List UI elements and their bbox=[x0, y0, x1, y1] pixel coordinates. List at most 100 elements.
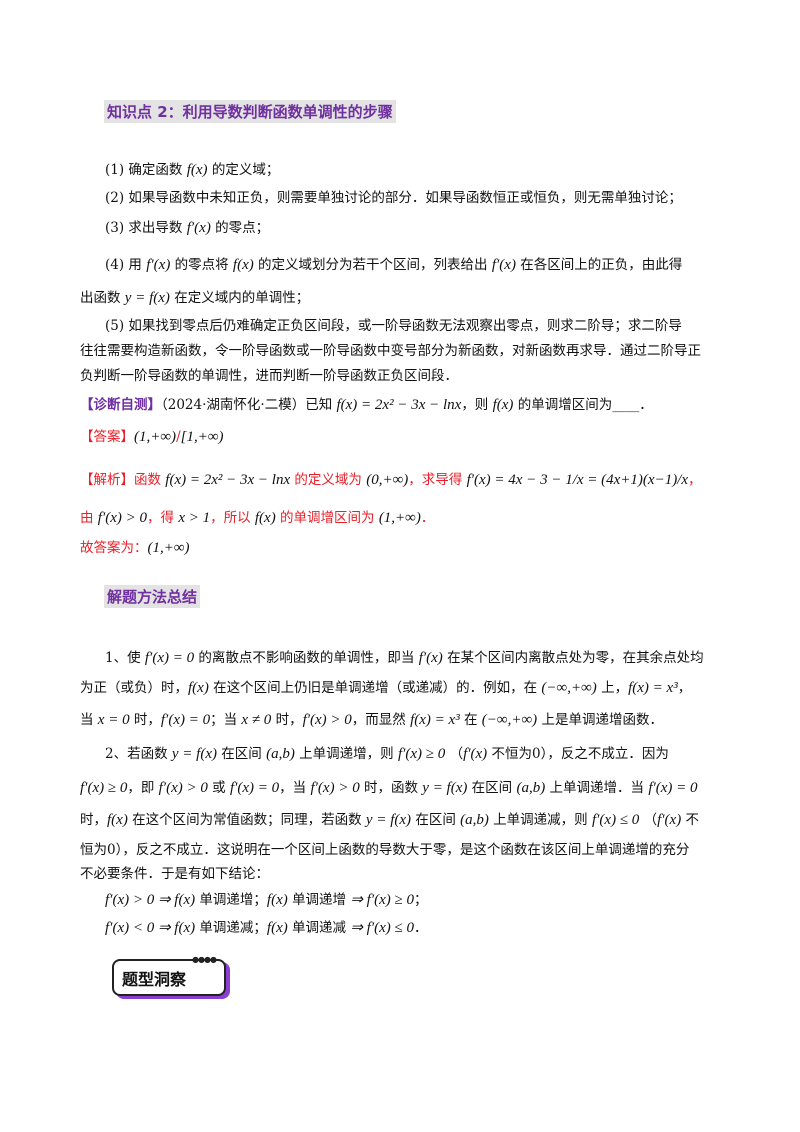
math-expression: ⇒ f′(x) ≥ 0 bbox=[350, 892, 414, 908]
text-segment: 不必要条件．于是有如下结论： bbox=[80, 866, 269, 882]
text-segment: 上单调递增，则 bbox=[294, 746, 398, 762]
text-line: 【答案】(1,+∞)/[1,+∞) bbox=[80, 427, 224, 447]
math-expression: (1,+∞) bbox=[378, 510, 421, 526]
text-line: 故答案为：(1,+∞) bbox=[80, 538, 190, 558]
math-expression: f(x) bbox=[266, 920, 288, 936]
text-segment: 的单调增区间为 bbox=[275, 510, 379, 526]
text-segment: 单调递减； bbox=[195, 920, 267, 936]
text-line: (1) 确定函数 f(x) 的定义域； bbox=[105, 160, 279, 180]
text-segment: ；当 bbox=[210, 712, 242, 728]
text-line: (4) 用 f′(x) 的零点将 f(x) 的定义域划分为若干个区间，列表给出 … bbox=[105, 255, 682, 275]
math-expression: f′(x) bbox=[491, 257, 516, 273]
math-expression: f(x) = x³ bbox=[628, 680, 678, 696]
text-segment: ，而显然 bbox=[351, 712, 411, 728]
math-expression: f′(x) > 0 ⇒ f(x) bbox=[105, 892, 196, 908]
text-segment: ，求导得 bbox=[408, 472, 467, 488]
text-segment: 时， bbox=[129, 712, 161, 728]
text-line: 【解析】函数 f(x) = 2x² − 3x − lnx 的定义域为 (0,+∞… bbox=[80, 470, 702, 490]
text-line: 当 x = 0 时，f′(x) = 0；当 x ≠ 0 时，f′(x) > 0，… bbox=[80, 710, 663, 730]
math-expression: f′(x) > 0 bbox=[97, 510, 148, 526]
text-segment: 时， bbox=[271, 712, 303, 728]
text-line: f′(x) > 0 ⇒ f(x) 单调递增；f(x) 单调递增 ⇒ f′(x) … bbox=[105, 890, 427, 910]
text-line: 不必要条件．于是有如下结论： bbox=[80, 864, 269, 884]
text-segment: 在 bbox=[459, 712, 482, 728]
text-segment: 在各区间上的正负，由此得 bbox=[515, 257, 683, 273]
binder-rings-icon: ●●●● bbox=[192, 955, 217, 964]
math-expression: f′(x) ≤ 0 bbox=[591, 812, 640, 828]
math-expression: (a,b) bbox=[460, 812, 489, 828]
text-segment: 的定义域为 bbox=[290, 472, 367, 488]
math-expression: f′(x) ≥ 0 bbox=[80, 780, 128, 796]
question-type-badge: ●●●● 题型洞察 bbox=[112, 955, 227, 996]
text-segment: ． bbox=[413, 920, 428, 936]
text-line: 1、使 f′(x) = 0 的离散点不影响函数的单调性，即当 f′(x) 在某个… bbox=[105, 648, 704, 668]
math-expression: f′(x) bbox=[418, 650, 443, 666]
text-line: 由 f′(x) > 0，得 x > 1，所以 f(x) 的单调增区间为 (1,+… bbox=[80, 508, 434, 528]
text-segment: ，则 bbox=[461, 397, 493, 413]
text-segment: 的零点； bbox=[210, 220, 270, 236]
math-expression: f′(x) > 0 bbox=[302, 712, 352, 728]
math-expression: f′(x) = 0 bbox=[229, 780, 280, 796]
math-expression: f′(x) ≥ 0 bbox=[397, 746, 446, 762]
math-expression: x = 0 bbox=[97, 712, 130, 728]
text-segment: 单调递减 bbox=[287, 920, 351, 936]
math-expression: y = f(x) bbox=[171, 746, 217, 762]
math-expression: f(x) = 2x² − 3x − lnx bbox=[336, 397, 462, 413]
text-segment: 2、若函数 bbox=[105, 746, 172, 762]
text-segment: 上单调递减，则 bbox=[488, 812, 592, 828]
math-expression: f′(x) = 4x − 3 − 1/x = (4x+1)(x−1)/x bbox=[466, 472, 689, 488]
section-heading-knowledge-point: 知识点 2：利用导数判断函数单调性的步骤 bbox=[104, 100, 396, 123]
text-segment: 在这个区间为常值函数；同理，若函数 bbox=[127, 812, 366, 828]
text-line: 为正（或负）时，f(x) 在这个区间上仍旧是单调递增（或递减）的．例如，在 (−… bbox=[80, 678, 691, 698]
text-segment: 故答案为： bbox=[80, 540, 148, 556]
text-segment: 在区间 bbox=[411, 812, 461, 828]
math-expression: f′(x) = 0 bbox=[648, 780, 698, 796]
math-expression: f′(x) bbox=[186, 220, 211, 236]
text-segment: 上， bbox=[596, 680, 629, 696]
text-segment: （ bbox=[639, 812, 658, 828]
text-segment: 在这个区间上仍旧是单调递增（或递减）的．例如，在 bbox=[208, 680, 542, 696]
text-segment: 负判断一阶导函数的单调性，进而判断一阶导函数正负区间段． bbox=[80, 368, 458, 384]
math-expression: f′(x) bbox=[146, 257, 171, 273]
text-segment: 在区间 bbox=[217, 746, 267, 762]
math-expression: (a,b) bbox=[266, 746, 295, 762]
text-segment: 时，函数 bbox=[359, 780, 423, 796]
text-segment: 时， bbox=[80, 812, 107, 828]
text-segment: 或 bbox=[207, 780, 230, 796]
section-heading-method-summary: 解题方法总结 bbox=[104, 585, 201, 608]
text-segment: 单调递增 bbox=[287, 892, 351, 908]
text-line: 2、若函数 y = f(x) 在区间 (a,b) 上单调递增，则 f′(x) ≥… bbox=[105, 744, 669, 764]
text-segment: (4) 用 bbox=[105, 257, 147, 273]
math-expression: (a,b) bbox=[516, 780, 546, 796]
text-line: f′(x) ≥ 0，即 f′(x) > 0 或 f′(x) = 0，当 f′(x… bbox=[80, 778, 698, 798]
text-segment: (5) 如果找到零点后仍难确定正负区间段，或一阶导函数无法观察出零点，则求二阶导… bbox=[105, 318, 682, 334]
math-expression: f′(x) = 0 bbox=[160, 712, 211, 728]
math-expression: (1,+∞) bbox=[147, 540, 190, 556]
text-line: 往往需要构造新函数，令一阶导函数或一阶导函数中变号部分为新函数，对新函数再求导．… bbox=[80, 341, 701, 361]
text-segment: 在定义域内的单调性； bbox=[169, 290, 310, 306]
math-expression: x > 1 bbox=[178, 510, 211, 526]
math-expression: f′(x) bbox=[463, 746, 488, 762]
text-segment: 不恒为0），反之不成立．因为 bbox=[487, 746, 669, 762]
math-expression: f(x) = 2x² − 3x − lnx bbox=[165, 472, 291, 488]
text-segment: 【解析】函数 bbox=[80, 472, 166, 488]
text-segment: 往往需要构造新函数，令一阶导函数或一阶导函数中变号部分为新函数，对新函数再求导．… bbox=[80, 343, 701, 359]
text-segment: (2) 如果导函数中未知正负，则需要单独讨论的部分．如果导函数恒正或恒负，则无需… bbox=[105, 190, 682, 206]
text-segment: 不 bbox=[681, 812, 700, 828]
math-expression: f′(x) bbox=[657, 812, 682, 828]
math-expression: f′(x) = 0 bbox=[144, 650, 195, 666]
text-segment: ， bbox=[677, 680, 692, 696]
text-line: f′(x) < 0 ⇒ f(x) 单调递减；f(x) 单调递减 ⇒ f′(x) … bbox=[105, 918, 427, 938]
text-segment: （ bbox=[445, 746, 464, 762]
math-expression: f(x) bbox=[232, 257, 254, 273]
math-expression: f(x) bbox=[254, 510, 276, 526]
text-segment: 【答案】 bbox=[80, 429, 134, 445]
math-expression: ⇒ f′(x) ≤ 0 bbox=[350, 920, 414, 936]
text-segment: / bbox=[176, 429, 181, 445]
text-segment: ，得 bbox=[147, 510, 179, 526]
text-segment: 单调递增； bbox=[195, 892, 267, 908]
text-segment: ； bbox=[413, 892, 428, 908]
math-expression: f(x) bbox=[492, 397, 514, 413]
math-expression: f(x) bbox=[107, 812, 128, 828]
